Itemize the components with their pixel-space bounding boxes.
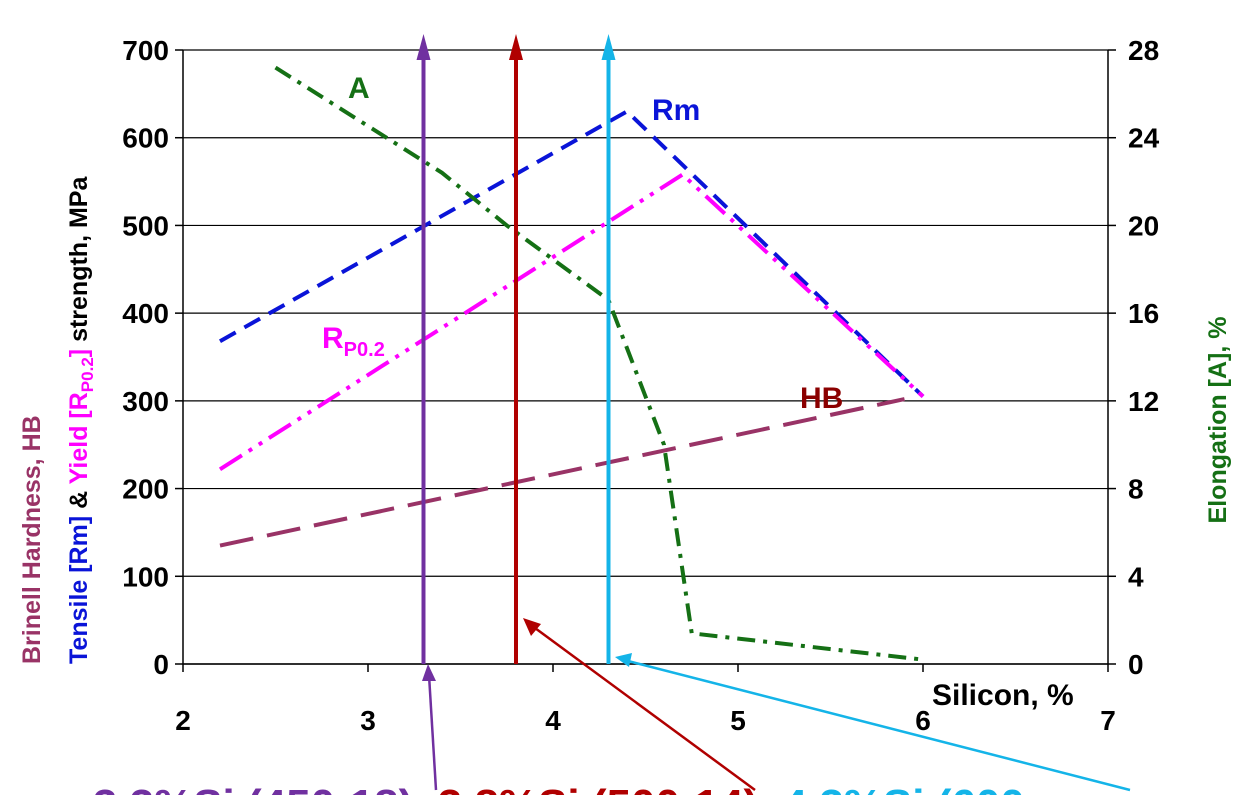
tick-labels: 0 100 200 300 400 500 600 700 0 4 8 12 16 20 24 28 2 3 4 5 6… bbox=[122, 35, 1159, 736]
pointer-arrowhead-2 bbox=[523, 618, 541, 636]
series-line-hb bbox=[219, 397, 905, 548]
gridlines bbox=[183, 49, 1108, 665]
y-left-tick-label: 300 bbox=[122, 386, 169, 417]
y-left-tick-label: 100 bbox=[122, 561, 169, 592]
y-left-axis-label-strength: Tensile [Rm] & Yield [RP0.2] strength, M… bbox=[65, 176, 97, 664]
pointer-arrow-2 bbox=[534, 626, 756, 792]
y-left-label-amp: & bbox=[65, 484, 93, 516]
axes bbox=[175, 49, 1116, 672]
y-left-label-tensile: Tensile [Rm] bbox=[65, 516, 93, 664]
x-tick-label: 5 bbox=[730, 705, 746, 736]
series-line-rm bbox=[219, 108, 925, 398]
y-right-tick-label: 16 bbox=[1128, 298, 1159, 329]
x-tick-label: 7 bbox=[1100, 705, 1116, 736]
y-right-tick-label: 24 bbox=[1128, 123, 1160, 154]
series-label-rp02-main: R bbox=[322, 322, 344, 355]
y-right-tick-label: 8 bbox=[1128, 474, 1144, 505]
bottom-caption: ... 3.3%Si (450:18), 3.8%Si (500:14), 4.… bbox=[44, 781, 1039, 795]
caption-part-2: 3.3%Si (450:18), bbox=[93, 781, 438, 795]
x-axis-label: Silicon, % bbox=[932, 679, 1074, 712]
series-label-rp02: RP0.2 bbox=[322, 322, 385, 361]
x-tick-label: 6 bbox=[915, 705, 931, 736]
series-labels: A Rm HB RP0.2 bbox=[322, 72, 843, 415]
pointer-arrowhead-1 bbox=[422, 664, 436, 681]
y-left-tick-label: 400 bbox=[122, 298, 169, 329]
marker-arrows bbox=[416, 34, 1131, 792]
y-left-label-yield-sub: P0.2 bbox=[78, 357, 97, 392]
y-right-axis-label: Elongation [A], % bbox=[1204, 317, 1232, 524]
pointer-arrow-1 bbox=[427, 674, 438, 791]
caption-part-4: 4.3%Si (600: bbox=[783, 781, 1040, 795]
series-label-a: A bbox=[348, 72, 370, 105]
caption-part-3: 3.8%Si (500:14), bbox=[438, 781, 783, 795]
y-left-label-yield: Yield [R bbox=[65, 392, 93, 484]
caption-part-1: ... bbox=[44, 781, 93, 795]
pointer-arrowhead-3 bbox=[615, 653, 632, 667]
y-right-tick-label: 4 bbox=[1128, 561, 1144, 592]
y-left-tick-label: 200 bbox=[122, 474, 169, 505]
pointer-arrow-3 bbox=[627, 659, 1131, 792]
y-left-tick-label: 700 bbox=[122, 35, 169, 66]
x-tick-label: 4 bbox=[545, 705, 561, 736]
y-right-tick-label: 28 bbox=[1128, 35, 1159, 66]
y-left-label-yield-end: ] bbox=[65, 349, 93, 357]
y-left-axis-label: Brinell Hardness, HB bbox=[18, 415, 46, 664]
y-right-tick-label: 0 bbox=[1128, 649, 1144, 680]
marker-arrowhead-3 bbox=[601, 34, 616, 60]
x-tick-label: 3 bbox=[360, 705, 376, 736]
marker-arrowhead-1 bbox=[416, 34, 431, 60]
x-tick-label: 2 bbox=[175, 705, 191, 736]
series-lines bbox=[218, 65, 925, 662]
y-right-tick-label: 12 bbox=[1128, 386, 1159, 417]
marker-arrowhead-2 bbox=[509, 34, 523, 60]
y-left-tick-label: 500 bbox=[122, 210, 169, 241]
y-left-label-tail: strength, MPa bbox=[65, 176, 93, 349]
y-left-label-hb: Brinell Hardness, HB bbox=[18, 415, 46, 664]
series-label-hb: HB bbox=[800, 382, 843, 415]
series-line-rp0-2 bbox=[218, 172, 925, 471]
y-right-tick-label: 20 bbox=[1128, 210, 1159, 241]
series-label-rp02-sub: P0.2 bbox=[344, 339, 385, 361]
series-line-a bbox=[274, 65, 924, 662]
series-label-rm: Rm bbox=[652, 94, 700, 127]
y-left-tick-label: 0 bbox=[153, 649, 169, 680]
y-left-tick-label: 600 bbox=[122, 123, 169, 154]
